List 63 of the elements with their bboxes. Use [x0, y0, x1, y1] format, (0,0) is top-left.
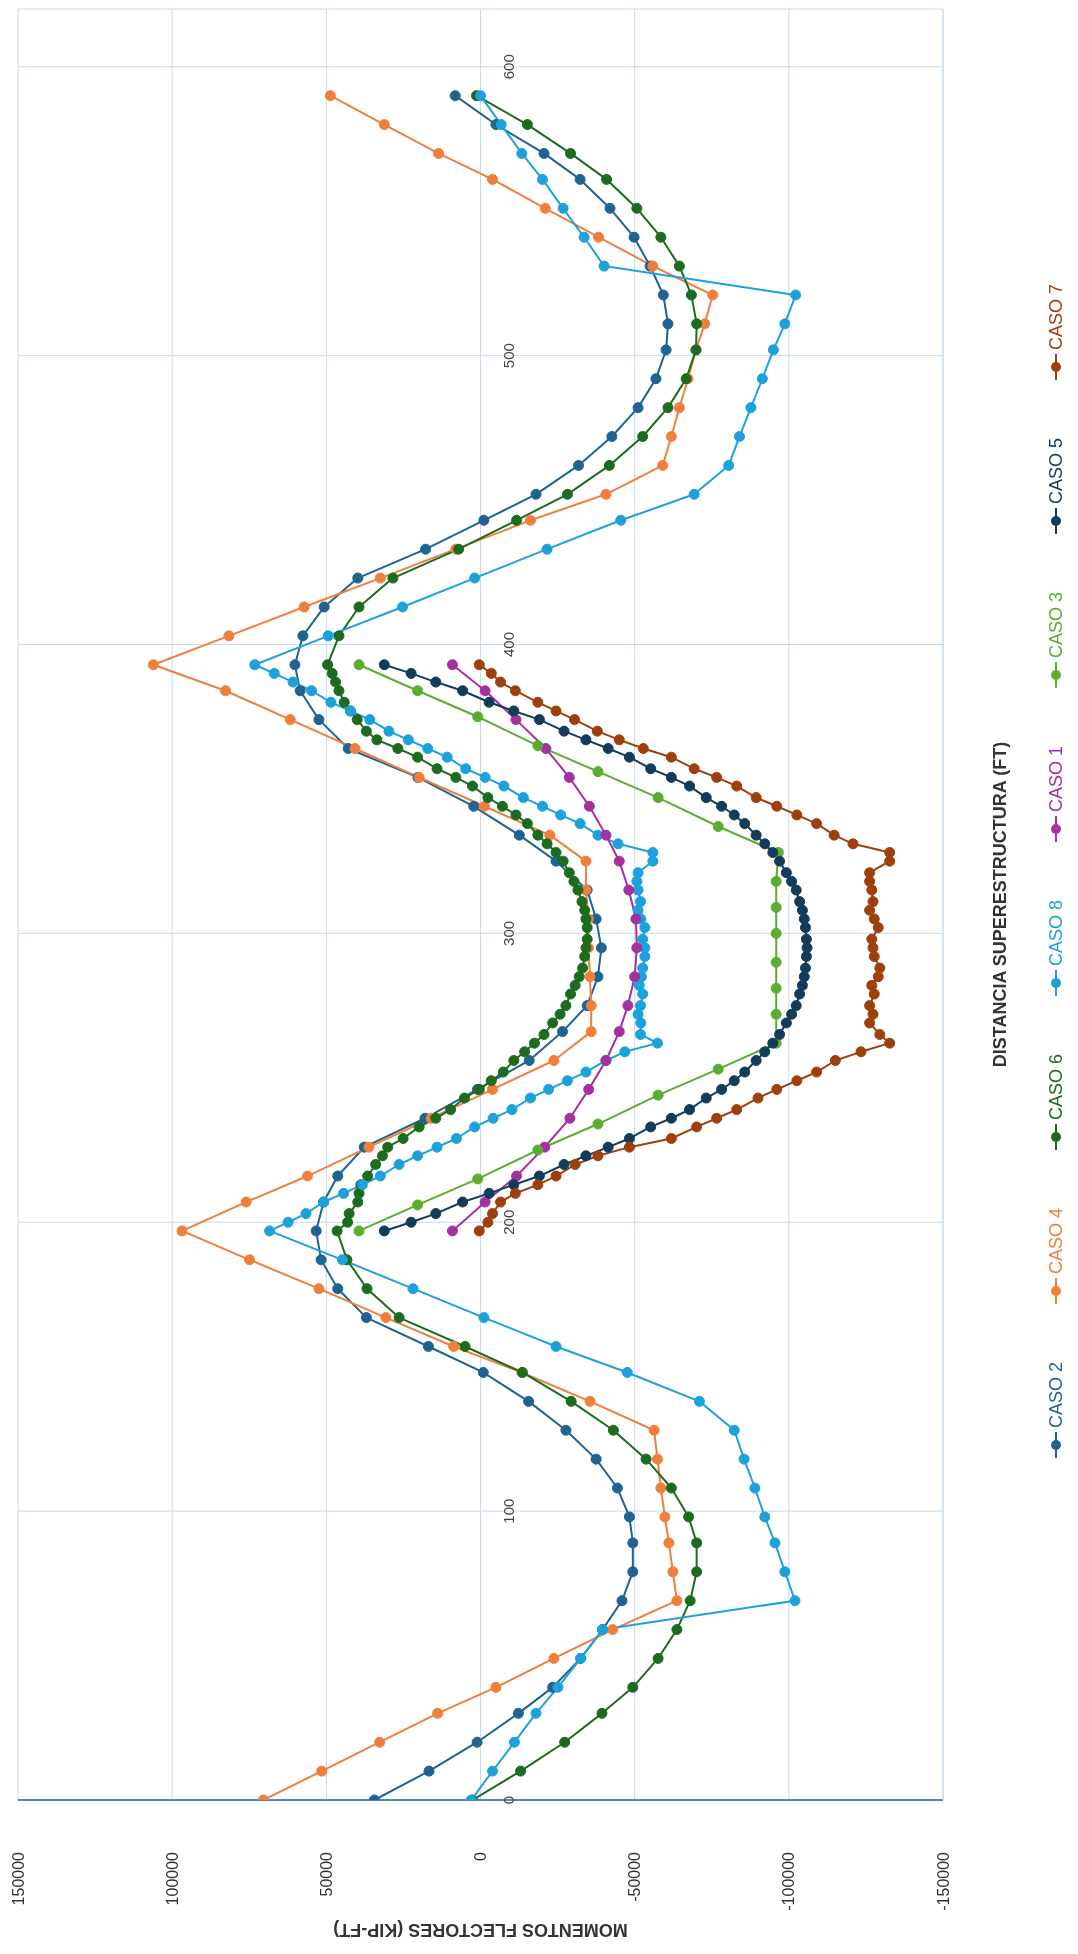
point [631, 942, 643, 954]
point [770, 875, 782, 887]
point [600, 829, 612, 841]
x-tick-label: 150000 [9, 1851, 27, 1906]
y-tick-label: 200 [500, 1209, 517, 1235]
text: CASO 1 [1046, 745, 1066, 812]
text: CASO 4 [1046, 1207, 1066, 1274]
point [770, 956, 782, 968]
point [472, 711, 484, 723]
y-tick-label: 100 [500, 1498, 517, 1524]
point [613, 1026, 625, 1038]
x-tick-label: 50000 [317, 1851, 335, 1897]
point [583, 800, 595, 812]
point [564, 1112, 576, 1124]
point [592, 766, 604, 778]
point [652, 1089, 664, 1101]
text: CASO 7 [1046, 283, 1066, 350]
y-tick-label: 300 [500, 920, 517, 946]
y-axis-title: DISTANCIA SUPERESTRUCTURA (FT) [990, 741, 1011, 1068]
point [353, 659, 365, 671]
x-axis-title: MOMENTOS FLECTORES (KIP-FT) [333, 1920, 628, 1940]
point [479, 1196, 491, 1208]
x-tick-label: -100000 [780, 1851, 798, 1911]
point [592, 1118, 604, 1130]
y-tick-label: 600 [500, 54, 517, 80]
point [770, 982, 782, 994]
text: CASO 8 [1046, 899, 1066, 966]
text: CASO 2 [1046, 1361, 1066, 1428]
point [412, 685, 424, 697]
point [630, 913, 642, 925]
point [511, 1170, 523, 1182]
point [446, 1225, 458, 1237]
x-tick-label: -150000 [934, 1851, 952, 1911]
point [446, 659, 458, 671]
point [770, 927, 782, 939]
point [652, 792, 664, 804]
point [532, 740, 544, 752]
point [510, 714, 522, 726]
point [613, 855, 625, 867]
point [353, 1225, 365, 1237]
x-tick-label: 100000 [163, 1851, 181, 1906]
point [583, 1083, 595, 1095]
x-tick-label: 0 [472, 1851, 489, 1861]
text: CASO 6 [1046, 1053, 1066, 1120]
point [622, 1000, 634, 1012]
point [623, 884, 635, 896]
point [412, 1199, 424, 1211]
text: CASO 3 [1046, 591, 1066, 658]
y-tick-label: 500 [500, 343, 517, 369]
point [712, 821, 724, 833]
point [629, 971, 641, 983]
x-tick-label: -50000 [626, 1851, 644, 1902]
text: CASO 5 [1046, 437, 1066, 504]
point [472, 1173, 484, 1185]
point [770, 1008, 782, 1020]
point [712, 1063, 724, 1075]
point [563, 771, 575, 783]
point [540, 743, 552, 755]
point [479, 685, 491, 697]
y-tick-label: 0 [500, 1795, 517, 1805]
y-tick-label: 400 [500, 632, 517, 658]
point [770, 901, 782, 913]
point [532, 1144, 544, 1156]
